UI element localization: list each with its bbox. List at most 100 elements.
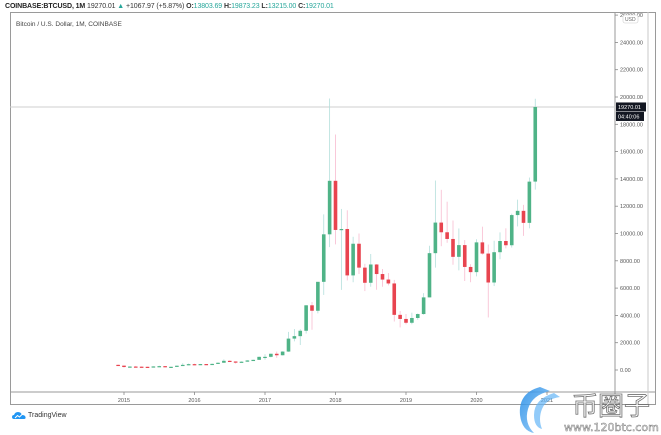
candle[interactable] bbox=[486, 244, 491, 318]
watermark-cn-text: 币圈子 bbox=[572, 392, 650, 422]
candle[interactable] bbox=[186, 363, 191, 366]
candle[interactable] bbox=[128, 366, 132, 368]
y-tick-label: 24000.00 bbox=[620, 40, 643, 46]
candle[interactable] bbox=[116, 364, 120, 367]
candle[interactable] bbox=[533, 98, 538, 190]
candle[interactable] bbox=[216, 362, 220, 364]
close-label: C: bbox=[298, 3, 306, 10]
candle[interactable] bbox=[245, 360, 250, 362]
candle[interactable] bbox=[257, 356, 261, 360]
candle[interactable] bbox=[274, 351, 279, 358]
candle[interactable] bbox=[398, 311, 402, 328]
candle[interactable] bbox=[451, 220, 455, 265]
candle[interactable] bbox=[404, 314, 408, 325]
candle[interactable] bbox=[180, 363, 185, 367]
candle[interactable] bbox=[145, 366, 150, 368]
candle[interactable] bbox=[310, 302, 314, 330]
high-value: 19873.23 bbox=[231, 3, 260, 10]
candle[interactable] bbox=[210, 363, 214, 366]
candle[interactable] bbox=[527, 177, 532, 229]
candle[interactable] bbox=[298, 329, 303, 346]
candle[interactable] bbox=[251, 359, 256, 362]
svg-text:04:40:06: 04:40:06 bbox=[618, 114, 639, 120]
close-value: 19270.01 bbox=[305, 3, 334, 10]
low-label: L: bbox=[261, 3, 268, 10]
x-tick-label: 2015 bbox=[118, 398, 130, 404]
tradingview-cloud-icon bbox=[12, 412, 26, 419]
candle[interactable] bbox=[415, 313, 420, 320]
candle[interactable] bbox=[427, 245, 432, 298]
candle[interactable] bbox=[321, 214, 326, 295]
y-tick-label: 12000.00 bbox=[620, 204, 643, 210]
chart-frame bbox=[10, 12, 656, 405]
candle[interactable] bbox=[421, 293, 426, 315]
y-tick-label: 6000.00 bbox=[620, 286, 640, 292]
y-tick-label: 16000.00 bbox=[620, 150, 643, 156]
candle[interactable] bbox=[498, 232, 502, 260]
candle[interactable] bbox=[504, 228, 508, 249]
candle[interactable] bbox=[351, 236, 355, 283]
watermark-url-text: www.120btc.com bbox=[564, 421, 659, 434]
candle[interactable] bbox=[480, 226, 485, 255]
candle[interactable] bbox=[439, 189, 444, 247]
candle[interactable] bbox=[327, 98, 332, 248]
candle[interactable] bbox=[345, 210, 350, 281]
candle[interactable] bbox=[192, 363, 197, 366]
x-tick-label: 2017 bbox=[259, 398, 271, 404]
candle[interactable] bbox=[139, 366, 144, 368]
candle[interactable] bbox=[204, 363, 209, 366]
y-tick-label: 4000.00 bbox=[620, 313, 640, 319]
candle[interactable] bbox=[316, 281, 320, 314]
countdown-label: 04:40:06 bbox=[616, 111, 644, 121]
candle[interactable] bbox=[457, 228, 461, 271]
candle[interactable] bbox=[333, 134, 338, 245]
candle[interactable] bbox=[133, 365, 138, 368]
candle[interactable] bbox=[280, 351, 285, 356]
tradingview-logo[interactable]: TradingView bbox=[12, 411, 67, 420]
candle[interactable] bbox=[227, 360, 232, 363]
candle[interactable] bbox=[286, 331, 291, 352]
candle[interactable] bbox=[339, 208, 344, 290]
candle[interactable] bbox=[410, 312, 414, 325]
y-tick-label: 14000.00 bbox=[620, 177, 643, 183]
candle[interactable] bbox=[157, 365, 162, 368]
candle[interactable] bbox=[357, 233, 361, 275]
candle[interactable] bbox=[474, 239, 479, 277]
candle[interactable] bbox=[239, 361, 244, 363]
x-tick-label: 2018 bbox=[329, 398, 341, 404]
candle[interactable] bbox=[175, 365, 179, 367]
symbol-header: COINBASE:BTCUSD, 1M 19270.01 ▲ +1067.97 … bbox=[5, 3, 334, 10]
candle[interactable] bbox=[363, 263, 367, 292]
candle[interactable] bbox=[462, 240, 467, 282]
candle[interactable] bbox=[151, 366, 156, 368]
x-tick-label: 2019 bbox=[400, 398, 412, 404]
candle[interactable] bbox=[521, 204, 526, 236]
candle[interactable] bbox=[433, 180, 438, 268]
candle[interactable] bbox=[304, 305, 308, 334]
candle[interactable] bbox=[386, 273, 391, 286]
y-tick-label: 20000.00 bbox=[620, 95, 643, 101]
candle[interactable] bbox=[169, 366, 173, 368]
open-label: O: bbox=[186, 3, 194, 10]
candle[interactable] bbox=[222, 359, 226, 363]
candle[interactable] bbox=[198, 363, 203, 366]
candle[interactable] bbox=[509, 213, 514, 248]
candle[interactable] bbox=[380, 268, 385, 287]
y-tick-label: 2000.00 bbox=[620, 341, 640, 347]
candle[interactable] bbox=[163, 366, 167, 368]
candle[interactable] bbox=[374, 264, 379, 290]
candle[interactable] bbox=[445, 201, 449, 243]
candle[interactable] bbox=[492, 240, 496, 287]
candle[interactable] bbox=[292, 329, 297, 342]
currency-badge[interactable] bbox=[622, 14, 639, 24]
symbol-name: COINBASE:BTCUSD, 1M bbox=[5, 3, 86, 10]
candle[interactable] bbox=[263, 354, 267, 360]
candle[interactable] bbox=[392, 279, 397, 322]
candle[interactable] bbox=[368, 253, 373, 287]
candle[interactable] bbox=[122, 365, 126, 368]
candle[interactable] bbox=[468, 264, 473, 283]
candle[interactable] bbox=[269, 353, 273, 358]
candle[interactable] bbox=[233, 361, 238, 364]
candle[interactable] bbox=[515, 199, 520, 227]
